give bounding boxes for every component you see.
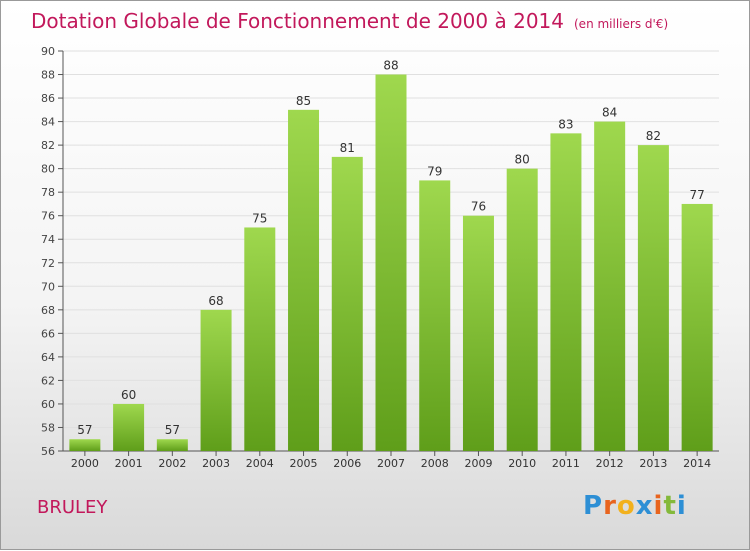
y-tick-label: 64 xyxy=(41,351,55,364)
bar xyxy=(244,227,276,451)
bar xyxy=(506,168,538,451)
x-tick-label: 2008 xyxy=(421,457,449,470)
chart-title: Dotation Globale de Fonctionnement de 20… xyxy=(31,9,668,33)
y-tick-label: 56 xyxy=(41,445,55,458)
data-label: 82 xyxy=(646,129,661,143)
bar xyxy=(156,439,188,451)
x-tick-label: 2009 xyxy=(464,457,492,470)
y-tick-label: 68 xyxy=(41,304,55,317)
y-tick-label: 60 xyxy=(41,398,55,411)
bar xyxy=(200,309,232,451)
bar xyxy=(331,156,363,451)
y-tick-label: 70 xyxy=(41,280,55,293)
x-tick-label: 2000 xyxy=(71,457,99,470)
place-name: BRULEY xyxy=(37,497,108,518)
logo-letter: i xyxy=(676,491,687,521)
y-tick-label: 74 xyxy=(41,233,55,246)
bar xyxy=(637,145,669,451)
data-label: 84 xyxy=(602,106,617,120)
data-label: 85 xyxy=(296,94,311,108)
x-tick-label: 2002 xyxy=(158,457,186,470)
data-label: 77 xyxy=(689,188,704,202)
logo-letter: i xyxy=(653,491,664,521)
data-label: 81 xyxy=(340,141,355,155)
data-label: 80 xyxy=(515,153,530,167)
y-tick-label: 58 xyxy=(41,421,55,434)
logo-letter: o xyxy=(616,491,636,521)
proxiti-logo[interactable]: Proxiti xyxy=(583,491,687,521)
x-tick-label: 2011 xyxy=(552,457,580,470)
data-label: 79 xyxy=(427,164,442,178)
bar xyxy=(69,439,101,451)
y-tick-labels: 56 58 60 62 64 66 68 70 72 74 76 78 80 82 84 86 88 90 xyxy=(41,45,55,458)
bar xyxy=(288,109,320,451)
bars xyxy=(69,74,713,452)
bar xyxy=(550,133,582,451)
y-tick-label: 80 xyxy=(41,163,55,176)
x-tick-label: 2004 xyxy=(246,457,274,470)
x-tick-label: 2006 xyxy=(333,457,361,470)
data-label: 57 xyxy=(165,423,180,437)
data-label: 75 xyxy=(252,211,267,225)
x-tick-label: 2012 xyxy=(596,457,624,470)
x-tick-label: 2001 xyxy=(115,457,143,470)
y-tick-label: 84 xyxy=(41,116,55,129)
bar xyxy=(594,121,626,452)
y-tick-label: 66 xyxy=(41,327,55,340)
data-label: 76 xyxy=(471,200,486,214)
bar xyxy=(375,74,407,451)
data-label: 57 xyxy=(77,423,92,437)
y-tick-label: 72 xyxy=(41,257,55,270)
logo-letter: x xyxy=(635,491,654,521)
chart-unit: (en milliers d'€) xyxy=(574,17,669,31)
data-label: 83 xyxy=(558,117,573,131)
logo-letter: t xyxy=(663,491,677,521)
bar xyxy=(462,215,494,451)
bar xyxy=(419,180,451,452)
x-tick-label: 2003 xyxy=(202,457,230,470)
chart-title-text: Dotation Globale de Fonctionnement de 20… xyxy=(31,9,564,33)
x-tick-label: 2014 xyxy=(683,457,711,470)
data-labels: 57 60 57 68 75 85 81 88 79 76 80 83 84 82 77 xyxy=(77,59,705,438)
y-tick-label: 76 xyxy=(41,210,55,223)
logo-letter: r xyxy=(603,491,617,521)
data-label: 60 xyxy=(121,388,136,402)
y-tick-label: 82 xyxy=(41,139,55,152)
logo-letter: P xyxy=(583,491,604,521)
x-tick-label: 2005 xyxy=(290,457,318,470)
bar xyxy=(113,403,145,451)
bar xyxy=(681,203,713,451)
x-tick-label: 2013 xyxy=(639,457,667,470)
y-tick-label: 62 xyxy=(41,374,55,387)
x-tick-labels: 2000 2001 2002 2003 2004 2005 2006 2007 2008 2009… xyxy=(71,457,711,470)
x-tick-label: 2010 xyxy=(508,457,536,470)
y-tick-label: 88 xyxy=(41,69,55,82)
y-tick-label: 90 xyxy=(41,45,55,58)
x-tick-label: 2007 xyxy=(377,457,405,470)
y-tick-label: 86 xyxy=(41,92,55,105)
y-tick-label: 78 xyxy=(41,186,55,199)
data-label: 88 xyxy=(383,59,398,73)
data-label: 68 xyxy=(208,294,223,308)
